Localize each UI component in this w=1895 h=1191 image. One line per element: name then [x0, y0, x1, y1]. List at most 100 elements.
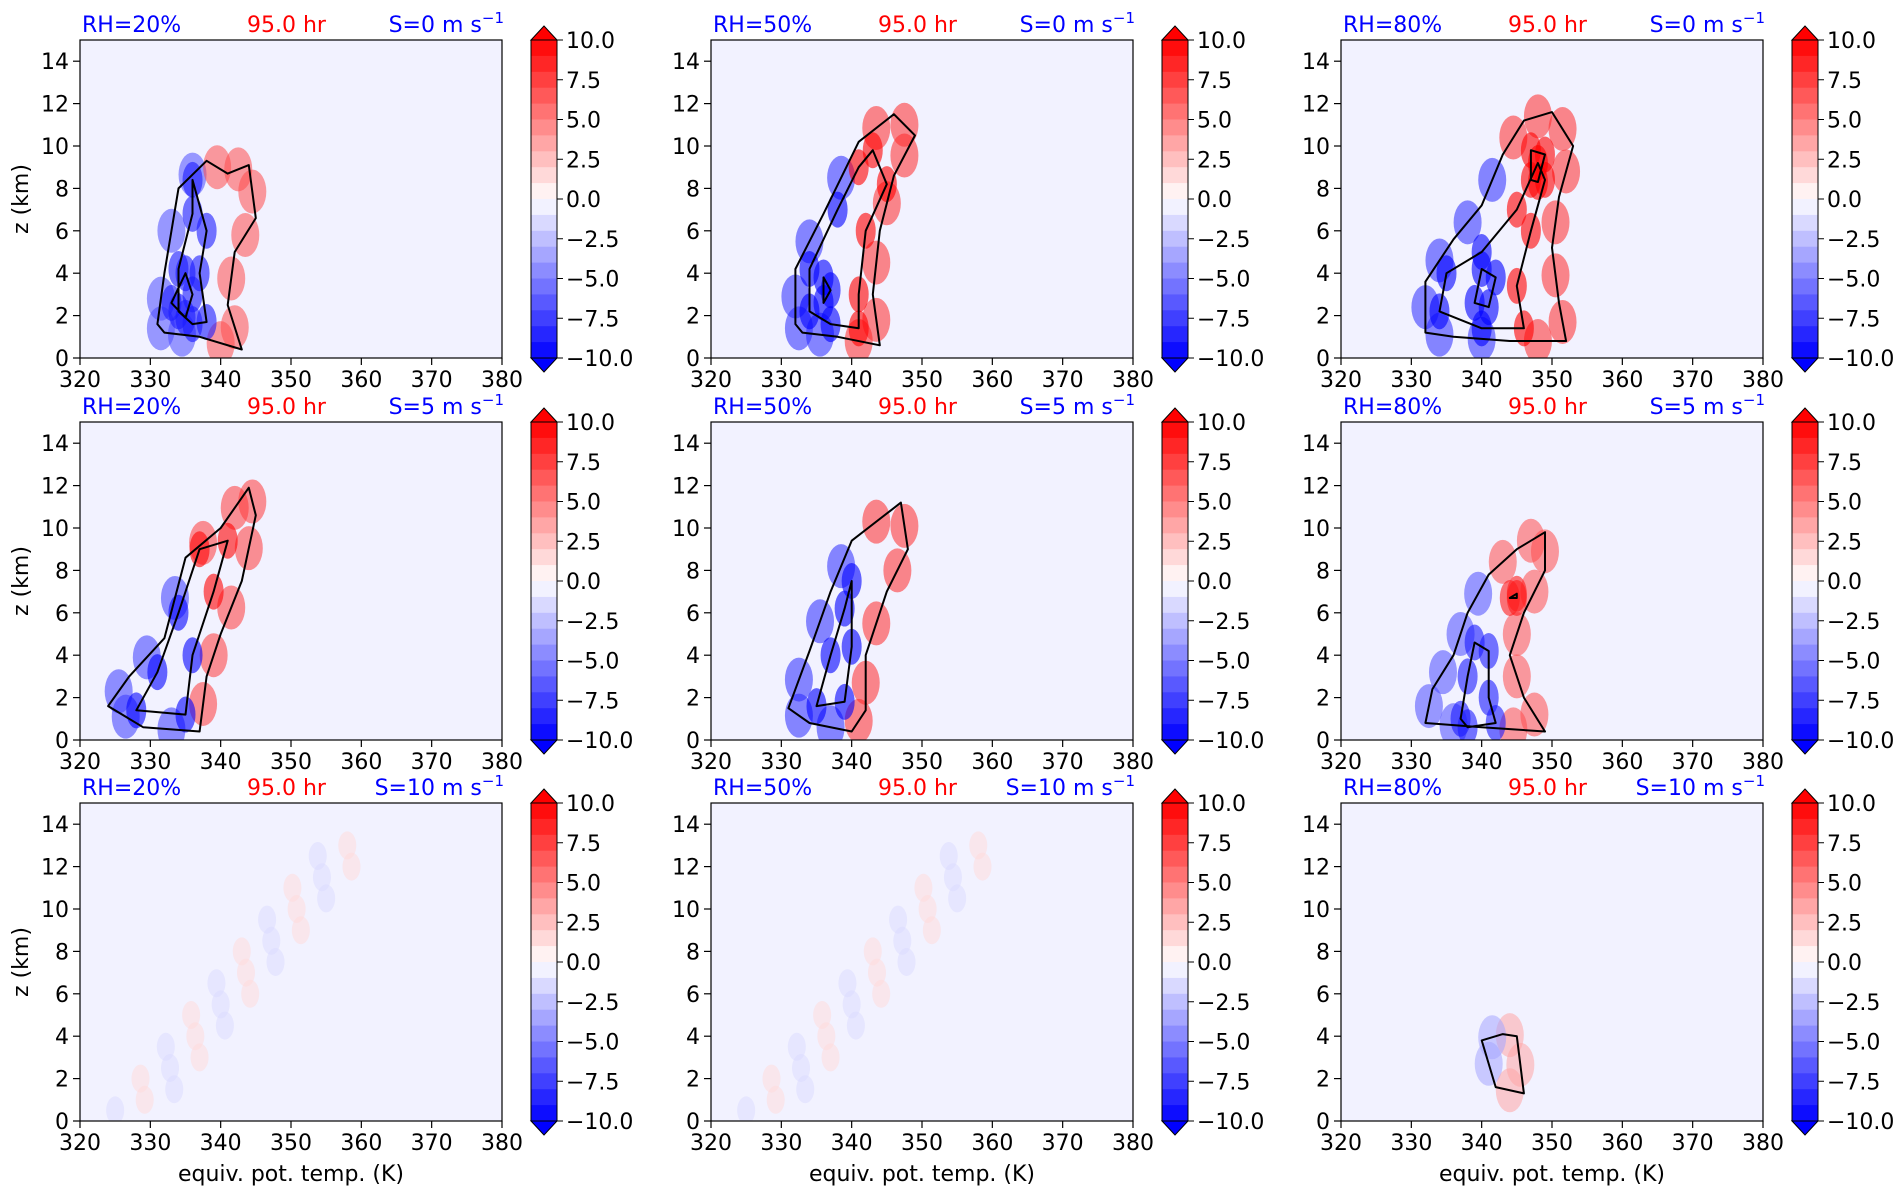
anomaly-blob — [262, 926, 281, 955]
contour-line — [1508, 592, 1518, 599]
colorbar-segment — [1792, 278, 1818, 295]
anomaly-blob — [821, 1043, 840, 1072]
y-tick-label: 0 — [686, 347, 700, 372]
colorbar-segment — [1792, 1057, 1818, 1074]
shear-exponent: −1 — [482, 391, 504, 409]
y-tick-label: 2 — [55, 1068, 69, 1093]
contour-line — [1529, 149, 1546, 183]
panel-5: 320 330 340 350 360 370 380 0 2 4 6 8 10 12 14 RH=50% 95… — [672, 391, 1264, 775]
colorbar-extend-min — [1790, 357, 1820, 373]
contour-line — [822, 276, 832, 304]
colorbar-tick-label: −7.5 — [1827, 689, 1880, 714]
colorbar-segment — [1162, 708, 1188, 725]
contour-lines — [1480, 1033, 1525, 1095]
time-label: 95.0 hr — [247, 13, 327, 38]
colorbar-segment — [1162, 1073, 1188, 1090]
colorbar-tick-label: −7.5 — [566, 1070, 619, 1095]
colorbar-segment — [1162, 930, 1188, 947]
y-tick-label: 2 — [686, 305, 700, 330]
anomaly-blob — [190, 1043, 209, 1072]
colorbar-segment — [1792, 501, 1818, 518]
colorbar-segment — [1162, 533, 1188, 550]
colorbar-tick-label: 10.0 — [566, 792, 615, 817]
colorbar-tick-label: 5.0 — [566, 109, 601, 134]
x-tick-label: 380 — [481, 368, 523, 393]
colorbar-tick-label: −2.5 — [1197, 991, 1250, 1016]
y-tick-label: 14 — [41, 432, 69, 457]
x-tick-label: 340 — [1461, 1131, 1503, 1156]
colorbar-tick-label: 10.0 — [1197, 411, 1246, 436]
colorbar-segment — [1162, 1041, 1188, 1058]
shear-label: S=0 m s−1 — [1020, 9, 1135, 38]
time-label: 95.0 hr — [878, 13, 958, 38]
anomaly-blob — [308, 842, 327, 870]
x-axis-label: equiv. pot. temp. (K) — [1439, 1162, 1665, 1187]
colorbar-segment — [531, 135, 557, 152]
x-tick-label: 320 — [1320, 1131, 1362, 1156]
colorbar-tick-label: 7.5 — [1197, 451, 1232, 476]
x-tick-label: 360 — [971, 750, 1013, 775]
y-tick-label: 0 — [55, 1110, 69, 1135]
colorbar: 10.0 7.5 5.0 2.5 0.0 −2.5 −5.0 −7.5 −10.0 — [529, 25, 633, 373]
colorbar-segment — [1792, 167, 1818, 184]
rh-label: RH=80% — [1343, 776, 1442, 801]
x-tick-label: 380 — [1742, 1131, 1784, 1156]
y-tick-label: 4 — [686, 1025, 700, 1050]
anomaly-blob — [215, 1011, 234, 1040]
anomaly-blob — [796, 1075, 815, 1104]
y-tick-label: 12 — [41, 93, 69, 118]
x-tick-label: 330 — [1390, 1131, 1432, 1156]
y-tick-label: 0 — [1316, 347, 1330, 372]
y-tick-label: 10 — [1302, 135, 1330, 160]
colorbar-tick-label: 0.0 — [1197, 188, 1232, 213]
colorbar-tick-label: −2.5 — [1197, 228, 1250, 253]
colorbar-segment — [531, 119, 557, 136]
anomaly-blob — [165, 1075, 184, 1104]
colorbar-segment — [531, 262, 557, 280]
colorbar-segment — [1792, 342, 1818, 359]
colorbar-tick-label: 0.0 — [1827, 570, 1862, 595]
colorbar-tick-label: 2.5 — [566, 911, 601, 936]
anomaly-blob — [813, 1001, 832, 1029]
y-tick-label: 12 — [1302, 93, 1330, 118]
x-tick-label: 350 — [270, 1131, 312, 1156]
rh-label: RH=20% — [82, 13, 181, 38]
contour-line — [815, 580, 853, 708]
colorbar-extend-max — [1790, 788, 1820, 804]
y-tick-label: 12 — [1302, 856, 1330, 881]
shear-exponent: −1 — [1113, 9, 1135, 27]
x-tick-label: 330 — [760, 750, 802, 775]
colorbar-segment — [531, 1089, 557, 1106]
y-tick-label: 6 — [1316, 983, 1330, 1008]
anomaly-blob — [287, 895, 306, 923]
anomaly-blob — [867, 958, 886, 987]
colorbar-tick-label: −5.0 — [1827, 650, 1880, 675]
anomaly-blob — [135, 1085, 154, 1114]
colorbar-segment — [1162, 914, 1188, 931]
y-axis-label: z (km) — [9, 546, 34, 616]
colorbar-segment — [1792, 294, 1818, 311]
colorbar-segment — [1792, 103, 1818, 121]
colorbar-tick-label: −5.0 — [566, 268, 619, 293]
x-axis-label: equiv. pot. temp. (K) — [809, 1162, 1035, 1187]
colorbar-tick-label: 10.0 — [1827, 29, 1876, 54]
colorbar-tick-label: 7.5 — [566, 451, 601, 476]
x-tick-label: 380 — [1742, 750, 1784, 775]
x-tick-label: 340 — [831, 368, 873, 393]
y-tick-label: 6 — [686, 983, 700, 1008]
colorbar-tick-label: 5.0 — [1197, 109, 1232, 134]
colorbar-segment — [1162, 962, 1188, 979]
contour-line — [156, 159, 257, 351]
anomaly-blob — [918, 895, 937, 923]
colorbar-tick-label: −10.0 — [1197, 729, 1264, 754]
colorbar-tick-label: −5.0 — [1197, 268, 1250, 293]
colorbar: 10.0 7.5 5.0 2.5 0.0 −2.5 −5.0 −7.5 −10.0 — [529, 788, 633, 1136]
x-tick-label: 370 — [411, 750, 453, 775]
colorbar-segment — [1792, 581, 1818, 598]
colorbar-segment — [1792, 549, 1818, 566]
y-tick-label: 0 — [1316, 1110, 1330, 1135]
colorbar: 10.0 7.5 5.0 2.5 0.0 −2.5 −5.0 −7.5 −10.0 — [1790, 788, 1894, 1136]
x-tick-label: 360 — [1601, 368, 1643, 393]
y-tick-label: 10 — [1302, 517, 1330, 542]
anomaly-blob — [258, 905, 277, 934]
